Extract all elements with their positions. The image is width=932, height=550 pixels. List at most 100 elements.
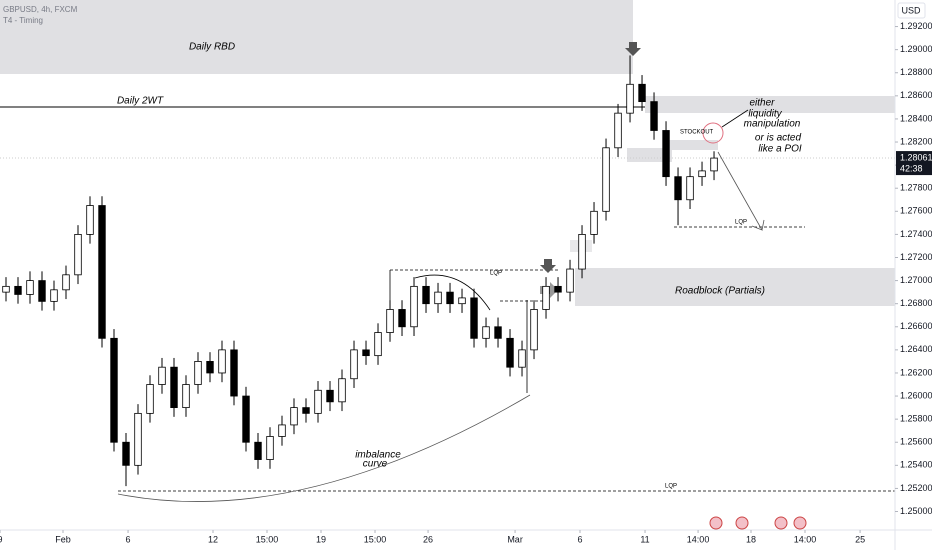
candle-body: [602, 147, 610, 212]
x-tick-label: Mar: [507, 534, 523, 544]
candle-body: [170, 366, 178, 409]
candle-body: [218, 349, 226, 374]
x-tick-label: 18: [746, 534, 756, 544]
annotation: Daily 2WT: [117, 96, 164, 107]
candle-body: [38, 280, 46, 302]
y-tick-label: 1.28200: [900, 136, 932, 146]
annotation: or is acted: [755, 133, 802, 144]
annotation: LQP: [490, 271, 502, 277]
candle-body: [122, 441, 130, 466]
x-tick-label: 6: [126, 534, 131, 544]
y-tick-label: 1.27600: [900, 206, 932, 216]
candle-body: [482, 326, 490, 339]
y-tick-label: 1.27800: [900, 183, 932, 193]
down-arrow: [625, 42, 641, 56]
candle-body: [446, 291, 454, 305]
y-tick-label: 1.26200: [900, 367, 932, 377]
candle-body: [554, 285, 562, 293]
x-tick-label: 9: [0, 534, 3, 544]
candle-body: [458, 297, 466, 305]
y-tick-label: 1.26000: [900, 390, 932, 400]
y-tick-label: 1.29200: [900, 21, 932, 31]
y-tick-label: 1.25200: [900, 483, 932, 493]
candle-body: [134, 412, 142, 466]
candle-body: [302, 407, 310, 414]
candle-body: [710, 157, 718, 172]
event-icons: [709, 516, 807, 530]
annotation: liquidity: [748, 109, 782, 120]
y-tick-label: 1.28400: [900, 113, 932, 123]
candle-body: [230, 349, 238, 397]
candle-body: [206, 361, 214, 374]
x-tick-label: 14:00: [687, 534, 710, 544]
candles: [2, 55, 718, 487]
x-tick-label: Feb: [55, 534, 71, 544]
candle-body: [182, 384, 190, 409]
x-tick-label: 12: [208, 534, 218, 544]
candle-body: [698, 170, 706, 178]
imbalance-curve: [117, 394, 531, 502]
price-label-box: [896, 151, 932, 176]
down-arrow: [540, 259, 556, 273]
x-tick-label: 11: [640, 534, 649, 544]
indicator: T4 - Timing: [3, 16, 43, 25]
candle-body: [338, 378, 346, 403]
candle-body: [314, 389, 322, 414]
event-icon[interactable]: [774, 516, 788, 530]
candle-body: [686, 176, 694, 201]
candle-body: [146, 384, 154, 414]
candle-body: [266, 436, 274, 460]
annotation: Daily RBD: [189, 42, 235, 53]
candle-body: [614, 112, 622, 149]
y-tick-label: 1.25800: [900, 414, 932, 424]
candle-body: [590, 210, 598, 235]
event-icon[interactable]: [709, 516, 723, 530]
pointer: [721, 109, 749, 128]
x-tick-label: 19: [316, 534, 326, 544]
annotation: like a POI: [758, 144, 802, 155]
x-tick-label: 14:00: [794, 534, 817, 544]
candle-body: [638, 83, 646, 103]
candle-body: [434, 291, 442, 305]
candle-body: [410, 285, 418, 328]
candle-body: [470, 297, 478, 339]
y-tick-label: 1.28600: [900, 90, 932, 100]
y-tick-label: 1.27000: [900, 275, 932, 285]
candle-body: [650, 101, 658, 131]
candle-body: [2, 285, 10, 293]
x-tick-label: 15:00: [256, 534, 279, 544]
annotation: manipulation: [744, 119, 801, 130]
candle-body: [254, 441, 262, 460]
candle-body: [62, 274, 70, 291]
candle-body: [398, 309, 406, 328]
candle-body: [110, 337, 118, 443]
candle-body: [50, 289, 58, 302]
candle-body: [278, 424, 286, 437]
symbol: GBPUSD, 4h, FXCM: [3, 5, 78, 14]
y-tick-label: 1.27200: [900, 252, 932, 262]
candle-body: [422, 285, 430, 305]
event-icon[interactable]: [793, 516, 807, 530]
currency: USD: [901, 5, 921, 15]
y-tick-label: 1.26600: [900, 321, 932, 331]
countdown: 42:38: [900, 163, 923, 173]
annotation: imbalance: [355, 450, 401, 461]
candle-body: [494, 326, 502, 339]
candle-body: [374, 332, 382, 357]
event-icon[interactable]: [735, 516, 749, 530]
price-label: 1.28061: [900, 152, 932, 162]
annotation: LQP: [665, 484, 677, 490]
x-tick-label: 26: [423, 534, 433, 544]
y-tick-label: 1.26400: [900, 344, 932, 354]
candle-body: [566, 268, 574, 293]
y-tick-label: 1.25000: [900, 506, 932, 516]
annotation: STOCKOUT: [680, 130, 714, 136]
candle-body: [662, 130, 670, 178]
candle-body: [194, 361, 202, 385]
candle-body: [350, 349, 358, 380]
candle-body: [626, 83, 634, 114]
candle-body: [362, 349, 370, 357]
candle-body: [506, 337, 514, 368]
currency-box[interactable]: [897, 2, 926, 19]
